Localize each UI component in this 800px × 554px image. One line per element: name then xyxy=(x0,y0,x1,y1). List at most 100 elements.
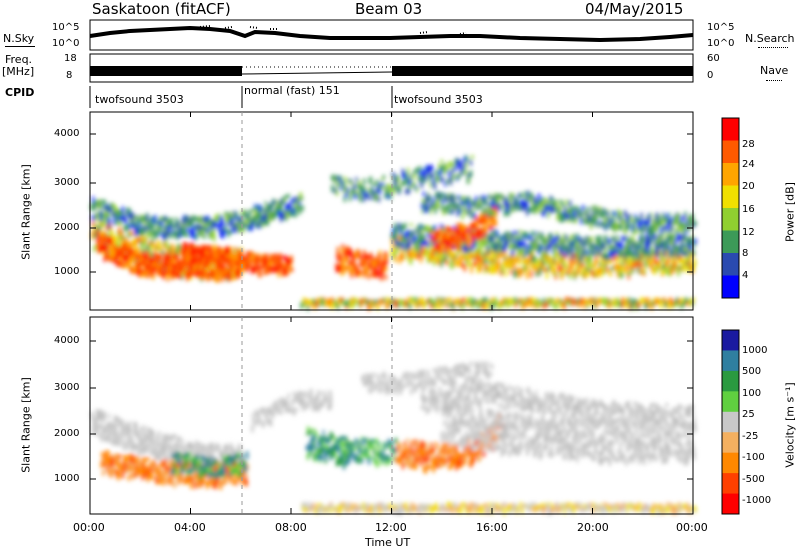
power-band xyxy=(619,271,622,279)
power-band xyxy=(616,247,619,251)
power-band xyxy=(518,259,522,266)
power-band xyxy=(432,235,436,241)
power-band xyxy=(586,265,590,273)
power-band xyxy=(560,266,563,272)
xtick-1600: 16:00 xyxy=(476,521,508,534)
power-band xyxy=(185,215,189,222)
power-band xyxy=(186,233,189,238)
power-band xyxy=(109,256,112,262)
power-band xyxy=(124,248,128,253)
power-band xyxy=(158,227,161,234)
power-band xyxy=(94,200,97,205)
power-band xyxy=(329,302,332,308)
power-band xyxy=(144,255,147,259)
power-band xyxy=(278,265,281,273)
power-band xyxy=(240,252,243,259)
power-band xyxy=(528,206,531,212)
power-band xyxy=(425,225,429,232)
power-band xyxy=(147,227,150,231)
power-band xyxy=(493,250,497,254)
power-band xyxy=(571,251,574,259)
power-band xyxy=(180,272,184,280)
power-band xyxy=(112,235,115,240)
power-band xyxy=(186,255,189,262)
power-band xyxy=(111,232,114,237)
power-band xyxy=(448,161,451,169)
nave-label: Nave xyxy=(760,64,789,77)
power-band xyxy=(167,231,170,236)
power-band xyxy=(189,269,192,276)
power-band xyxy=(424,166,427,171)
power-band xyxy=(398,222,401,229)
power-band xyxy=(496,201,499,208)
power-band xyxy=(280,262,284,270)
power-band xyxy=(485,302,489,310)
velocity-band xyxy=(119,420,123,427)
power-band xyxy=(324,299,327,306)
power-band xyxy=(92,231,95,235)
power-band xyxy=(469,170,473,178)
power-band xyxy=(530,208,533,213)
power-band xyxy=(495,193,498,202)
power-band xyxy=(131,231,135,237)
power-band xyxy=(481,239,484,247)
power-band xyxy=(459,237,462,244)
nsky-panel xyxy=(89,19,694,51)
power-band xyxy=(421,172,424,179)
power-band xyxy=(283,265,286,272)
power-band xyxy=(423,301,426,308)
power-band xyxy=(590,264,594,269)
power-band xyxy=(562,211,566,215)
power-band xyxy=(424,301,427,306)
power-band xyxy=(381,186,384,191)
power-band xyxy=(339,252,343,258)
power-band xyxy=(464,301,467,307)
power-band xyxy=(652,233,655,239)
nsearch-dotted xyxy=(758,47,788,48)
power-band xyxy=(612,298,615,304)
velocity-band xyxy=(94,429,98,434)
power-band xyxy=(119,250,122,257)
power-band xyxy=(503,199,507,208)
power-band xyxy=(312,298,315,305)
power-band xyxy=(139,240,142,244)
power-band xyxy=(521,302,524,307)
power-band xyxy=(586,206,590,212)
power-band xyxy=(434,169,437,174)
power-band xyxy=(646,298,649,306)
power-band xyxy=(683,246,686,251)
power-band xyxy=(525,249,528,256)
power-band xyxy=(367,273,371,280)
power-band xyxy=(102,232,105,238)
power-band xyxy=(685,238,689,244)
power-band xyxy=(212,269,215,277)
power-band xyxy=(291,198,294,204)
cpid-panel xyxy=(89,86,393,108)
velocity-band xyxy=(101,423,104,429)
power-band xyxy=(546,206,550,211)
nsky-tick-bottom: 10^0 xyxy=(52,38,80,49)
power-band xyxy=(435,231,439,235)
power-band xyxy=(375,258,379,263)
power-band xyxy=(405,188,408,195)
power-band xyxy=(137,247,140,252)
power-band xyxy=(446,204,449,210)
power-band xyxy=(457,228,461,236)
power-band xyxy=(665,248,669,257)
power-band xyxy=(575,266,578,271)
power-band xyxy=(410,223,413,227)
power-band xyxy=(593,264,596,268)
power-band xyxy=(215,260,219,264)
power-band xyxy=(615,255,618,261)
power-band xyxy=(470,265,473,274)
power-band xyxy=(420,225,423,229)
power-band xyxy=(660,227,663,234)
power-band xyxy=(538,244,541,252)
power-band xyxy=(563,302,566,310)
power-band xyxy=(442,234,445,241)
power-band xyxy=(114,206,118,213)
power-band xyxy=(584,298,587,304)
power-band xyxy=(123,217,126,222)
nsearch-tick-top: 10^5 xyxy=(707,22,735,33)
power-band xyxy=(604,224,608,230)
